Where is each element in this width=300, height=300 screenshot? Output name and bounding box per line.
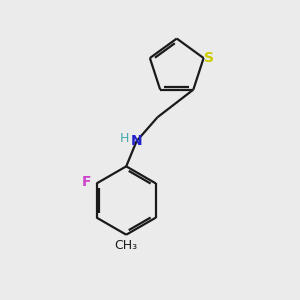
Text: F: F — [82, 175, 91, 189]
Text: S: S — [204, 51, 214, 65]
Text: CH₃: CH₃ — [115, 238, 138, 252]
Text: H: H — [119, 132, 129, 145]
Text: N: N — [131, 134, 142, 148]
